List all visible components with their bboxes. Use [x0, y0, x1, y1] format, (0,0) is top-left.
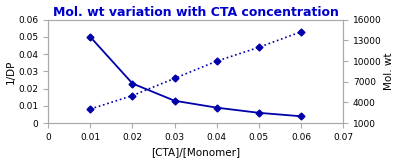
Y-axis label: 1/DP: 1/DP: [6, 59, 16, 84]
Y-axis label: Mol. wt: Mol. wt: [384, 53, 394, 90]
Title: Mol. wt variation with CTA concentration: Mol. wt variation with CTA concentration: [53, 6, 339, 19]
X-axis label: [CTA]/[Monomer]: [CTA]/[Monomer]: [151, 148, 240, 157]
